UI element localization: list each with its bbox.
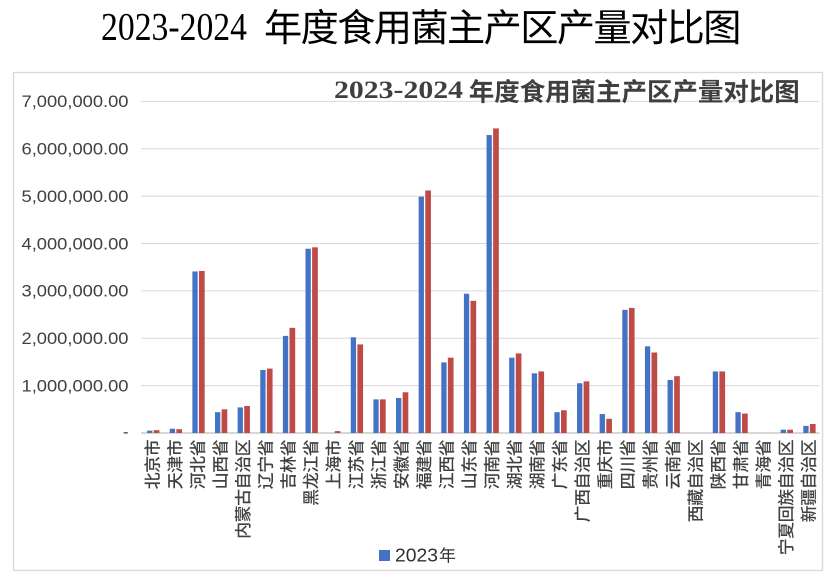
svg-text:6,000,000.00: 6,000,000.00 (22, 141, 129, 159)
svg-text:3,000,000.00: 3,000,000.00 (22, 283, 129, 301)
svg-text:-: - (123, 423, 129, 441)
svg-text:2023-2024: 2023-2024 (101, 6, 247, 49)
svg-text:7,000,000.00: 7,000,000.00 (22, 93, 129, 111)
svg-text:2023: 2023 (395, 546, 438, 566)
svg-text:1,000,000.00: 1,000,000.00 (22, 377, 129, 395)
svg-text:4,000,000.00: 4,000,000.00 (22, 235, 129, 253)
svg-text:5,000,000.00: 5,000,000.00 (22, 188, 129, 206)
svg-text:2023-2024: 2023-2024 (334, 77, 464, 104)
svg-text:2,000,000.00: 2,000,000.00 (22, 330, 129, 348)
